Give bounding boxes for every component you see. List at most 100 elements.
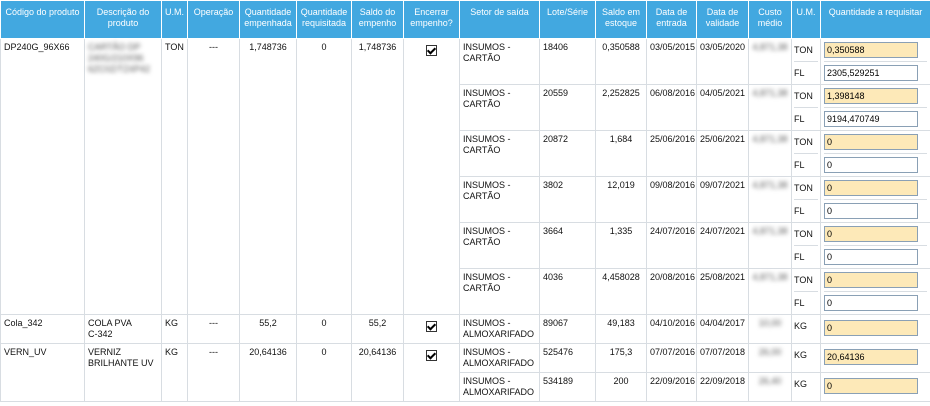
qty-requisitar-input[interactable] — [824, 111, 918, 127]
custo-medio: 4,871,38 — [748, 268, 792, 315]
lot-um-cell: KG — [791, 372, 821, 402]
lote-serie: 525476 — [539, 343, 596, 373]
encerrar-cell — [403, 343, 460, 402]
setor-saida: INSUMOS - CARTÃO — [459, 176, 540, 223]
data-entrada: 07/07/2016 — [646, 343, 697, 373]
qty-requisitada: 0 — [296, 38, 352, 315]
product-description: CARTÃO DP240G/210X966ZC0Z/TZ4P42 — [84, 38, 162, 315]
encerrar-checkbox[interactable] — [426, 45, 437, 56]
col-setor-header: Setor de saída — [459, 0, 540, 39]
custo-medio: 26,40 — [748, 372, 792, 402]
setor-saida: INSUMOS - CARTÃO — [459, 268, 540, 315]
custo-medio: 4,871,38 — [748, 130, 792, 177]
description-line: COLA PVA — [88, 318, 132, 328]
lot-um-cell: KG — [791, 343, 821, 373]
lot-qty-cell — [820, 314, 930, 344]
qty-wrapper — [824, 223, 927, 245]
saldo-estoque: 1,684 — [595, 130, 647, 177]
table-row: INSUMOS - CARTÃO 20559 2,252825 06/08/2016 0… — [1, 84, 930, 131]
data-validade: 04/05/2021 — [696, 84, 749, 131]
setor-saida: INSUMOS - ALMOXARIFADO — [459, 372, 540, 402]
lot-um: KG — [794, 321, 808, 331]
qty-requisitar-input[interactable] — [824, 180, 918, 196]
custo-medio: 10,00 — [748, 314, 792, 344]
table-row: INSUMOS - CARTÃO 3802 12,019 09/08/2016 09/0… — [1, 176, 930, 223]
saldo-estoque: 49,183 — [595, 314, 647, 344]
custo-value: 4,871,38 — [752, 134, 788, 144]
qty-requisitar-input[interactable] — [824, 134, 918, 150]
qty-requisitar-input[interactable] — [824, 42, 918, 58]
saldo-estoque: 4,458028 — [595, 268, 647, 315]
qty-requisitar-input[interactable] — [824, 249, 918, 265]
qty-wrapper — [824, 315, 927, 341]
lot-um-cell: TON FL — [791, 222, 821, 269]
custo-value: 10,00 — [758, 318, 782, 328]
lot-um: TON — [794, 137, 813, 147]
saldo-estoque: 1,335 — [595, 222, 647, 269]
product-description: VERNIZ BRILHANTE UV — [84, 343, 162, 402]
product-operation: --- — [187, 314, 240, 344]
saldo-empenho: 55,2 — [351, 314, 404, 344]
lote-serie: 3802 — [539, 176, 596, 223]
col-qtd-requisitar-header: Quantidade a requisitar — [820, 0, 930, 39]
qty-wrapper — [824, 85, 927, 107]
qty-requisitar-input[interactable] — [824, 295, 918, 311]
custo-value: 4,871,38 — [752, 272, 788, 282]
qty-requisitar-input[interactable] — [824, 157, 918, 173]
table-row: INSUMOS - CARTÃO 20872 1,684 25/06/2016 25/0… — [1, 130, 930, 177]
qty-wrapper — [824, 153, 927, 176]
custo-value: 4,871,38 — [752, 42, 788, 52]
lot-qty-cell — [820, 130, 930, 177]
qty-requisitar-input[interactable] — [824, 272, 918, 288]
custo-value: 4,871,38 — [752, 88, 788, 98]
col-data-validade-header: Data de validade — [696, 0, 749, 39]
lote-serie: 20559 — [539, 84, 596, 131]
col-qtd-requisitada-header: Quantidade requisitada — [296, 0, 352, 39]
qty-requisitar-input[interactable] — [824, 349, 918, 365]
custo-medio: 4,871,38 — [748, 84, 792, 131]
data-validade: 25/06/2021 — [696, 130, 749, 177]
custo-medio: 4,871,38 — [748, 176, 792, 223]
qty-requisitar-input[interactable] — [824, 378, 918, 394]
qty-wrapper — [824, 373, 927, 399]
qty-requisitar-input[interactable] — [824, 88, 918, 104]
col-saldo-estoque-header: Saldo em estoque — [595, 0, 647, 39]
custo-value: 26,00 — [758, 347, 782, 357]
qty-requisitar-input[interactable] — [824, 203, 918, 219]
col-encerrar-header: Encerrar empenho? — [403, 0, 460, 39]
qty-wrapper — [824, 199, 927, 222]
qty-requisitar-input[interactable] — [824, 226, 918, 242]
product-code: VERN_UV — [0, 343, 85, 402]
lot-um: FL — [794, 291, 818, 314]
qty-wrapper — [824, 61, 927, 84]
lot-um: TON — [794, 91, 813, 101]
data-entrada: 24/07/2016 — [646, 222, 697, 269]
lote-serie: 89067 — [539, 314, 596, 344]
lote-serie: 4036 — [539, 268, 596, 315]
qty-wrapper — [824, 39, 927, 61]
product-operation: --- — [187, 343, 240, 402]
table-row: DP240G_96X66 CARTÃO DP240G/210X966ZC0Z/TZ… — [0, 38, 930, 315]
qty-empenhada: 1,748736 — [239, 38, 297, 315]
saldo-estoque: 175,3 — [595, 343, 647, 373]
description-line: BRILHANTE UV — [88, 358, 154, 368]
table-row: INSUMOS - CARTÃO 4036 4,458028 20/08/2016 25… — [1, 268, 930, 315]
encerrar-checkbox[interactable] — [426, 321, 437, 332]
encerrar-checkbox[interactable] — [426, 350, 437, 361]
lote-serie: 3664 — [539, 222, 596, 269]
lote-serie: 20872 — [539, 130, 596, 177]
lot-um-cell: TON FL — [791, 268, 821, 315]
col-um-2-header: U.M. — [791, 0, 821, 39]
encerrar-cell — [403, 38, 460, 315]
col-custo-medio-header: Custo médio — [748, 0, 792, 39]
lote-serie: 534189 — [539, 372, 596, 402]
table-row: VERN_UV VERNIZ BRILHANTE UV KG --- 20,64136 0 2… — [0, 343, 930, 402]
qty-requisitar-input[interactable] — [824, 320, 918, 336]
data-validade: 04/04/2017 — [696, 314, 749, 344]
custo-medio: 4,871,38 — [748, 222, 792, 269]
lot-qty-cell — [820, 84, 930, 131]
col-operacao-header: Operação — [187, 0, 240, 39]
lot-um-cell: KG — [791, 314, 821, 344]
setor-saida: INSUMOS - ALMOXARIFADO — [459, 314, 540, 344]
qty-requisitar-input[interactable] — [824, 65, 918, 81]
